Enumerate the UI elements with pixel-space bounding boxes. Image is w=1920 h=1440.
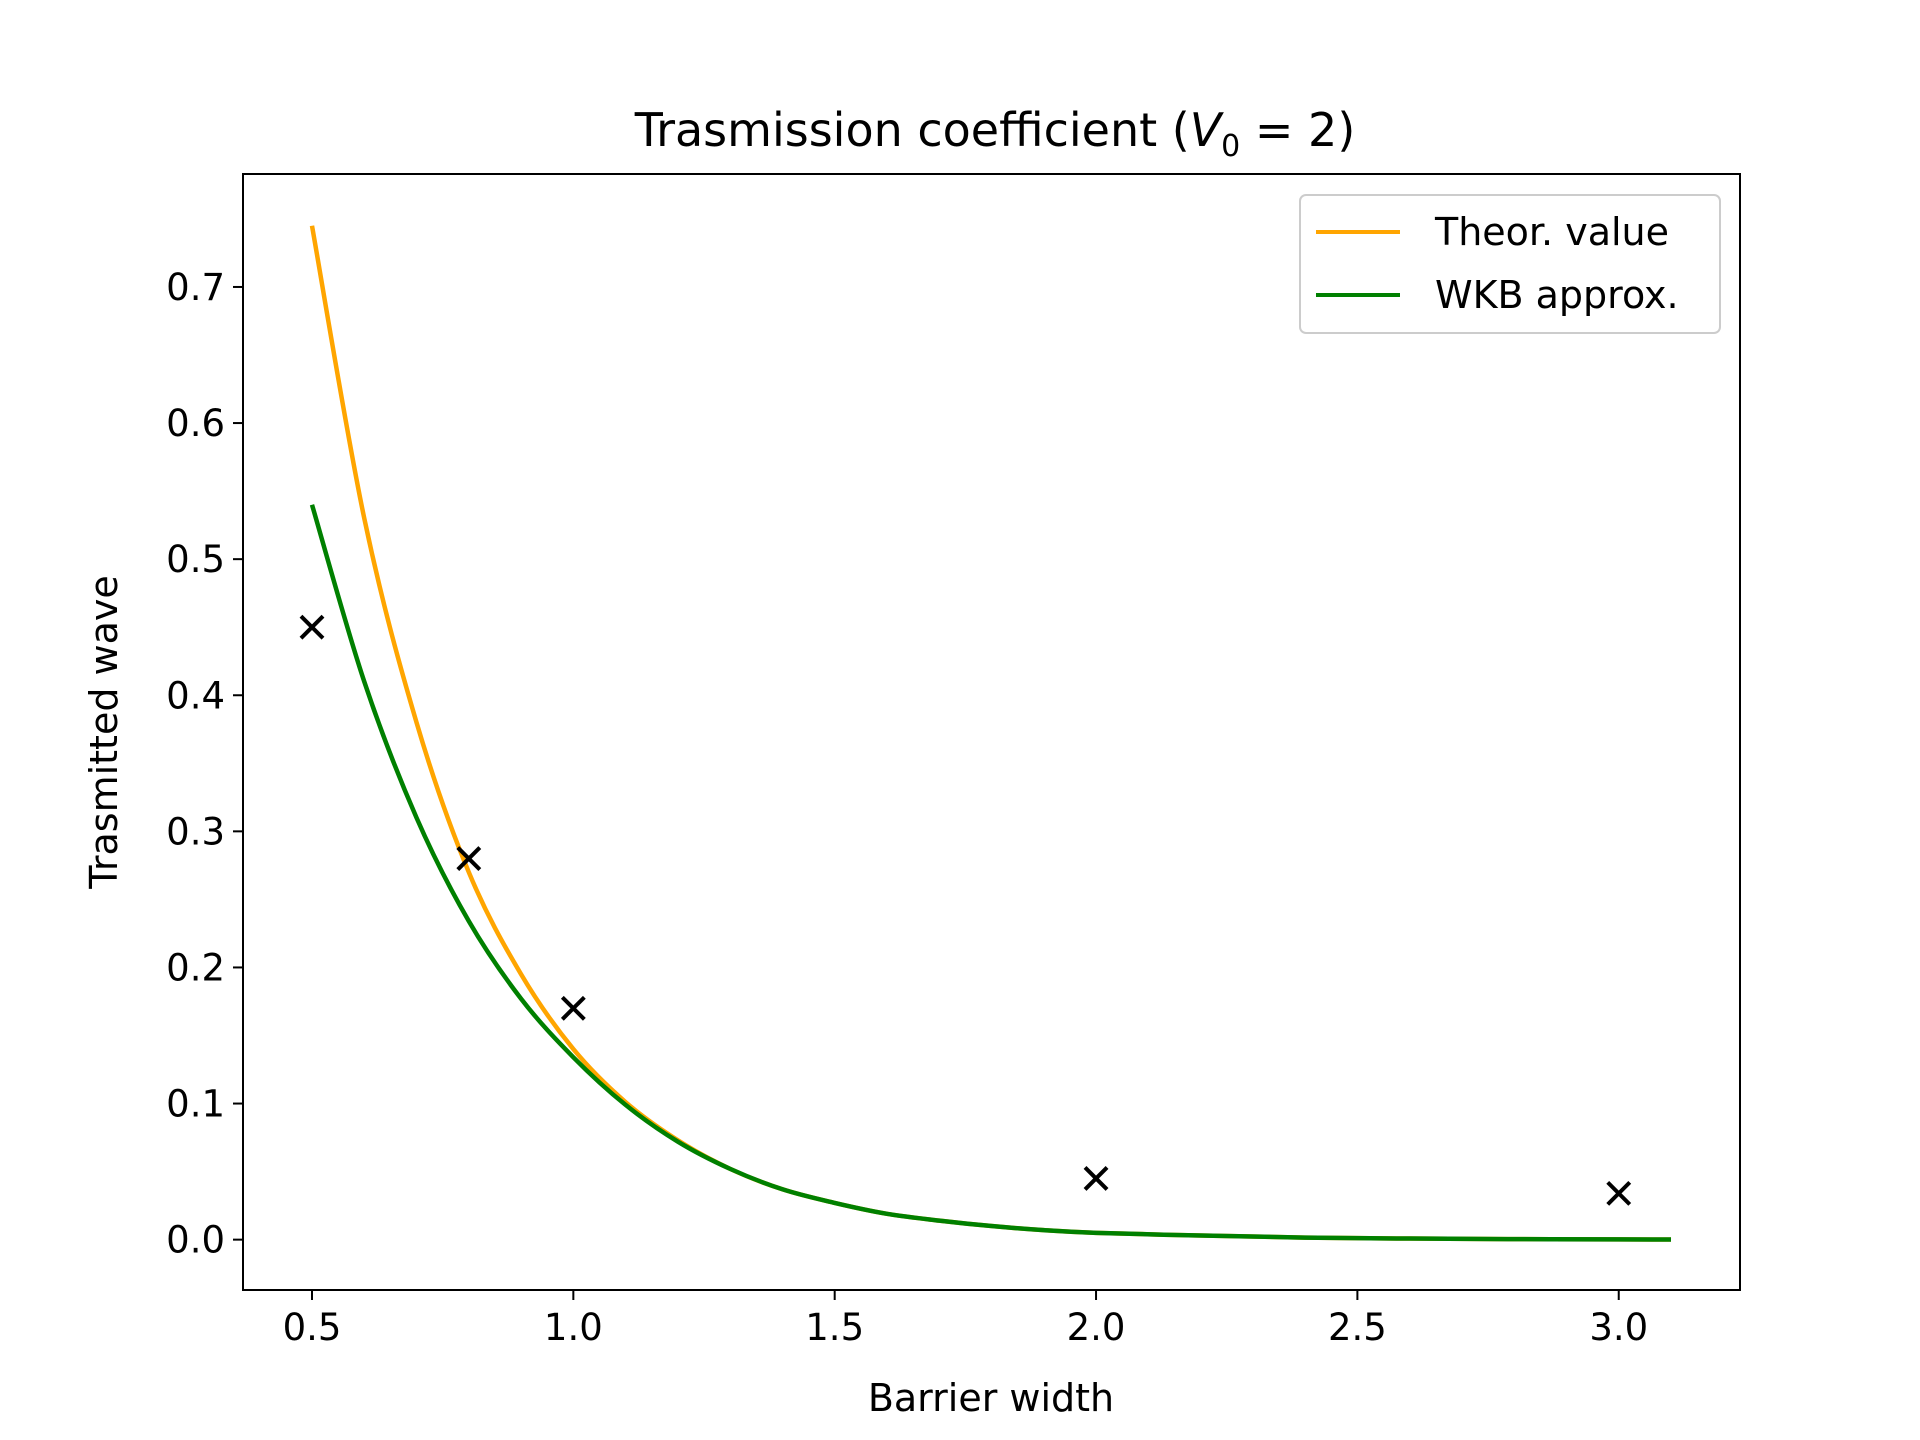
chart-title: Trasmission coefficient (V0 = 2)	[634, 103, 1356, 164]
y-tick-label: 0.5	[166, 538, 225, 581]
data-point-x-marker	[560, 995, 586, 1021]
y-axis: 0.0 0.1 0.2 0.3 0.4 0.5 0.6 0.7	[166, 266, 243, 1262]
x-axis: 0.5 1.0 1.5 2.0 2.5 3.0	[283, 1290, 1648, 1349]
y-tick-label: 0.0	[166, 1219, 225, 1262]
legend-label-theor: Theor. value	[1434, 210, 1669, 254]
y-tick-label: 0.3	[166, 810, 225, 853]
y-tick-label: 0.6	[166, 402, 225, 445]
y-tick-label: 0.1	[166, 1083, 225, 1126]
legend-label-wkb: WKB approx.	[1435, 273, 1679, 317]
legend-box	[1299, 194, 1721, 334]
data-point-x-marker	[456, 846, 482, 871]
marker-stroke	[1606, 1180, 1632, 1206]
x-tick-label: 2.5	[1328, 1306, 1387, 1349]
data-point-x-marker	[299, 614, 325, 640]
y-tick-label: 0.7	[166, 266, 225, 309]
x-axis-label: Barrier width	[868, 1376, 1114, 1420]
x-tick-label: 1.5	[805, 1306, 864, 1349]
x-tick-label: 1.0	[544, 1306, 603, 1349]
marker-stroke	[560, 995, 586, 1021]
y-axis-label: Trasmitted wave	[82, 575, 126, 890]
series-line-1	[309, 504, 1672, 1242]
plot-area	[242, 173, 1741, 1291]
y-tick-label: 0.2	[166, 946, 225, 989]
data-point-x-marker	[1083, 1165, 1109, 1191]
x-tick-label: 2.0	[1067, 1306, 1126, 1349]
x-tick-label: 0.5	[283, 1306, 342, 1349]
legend: Theor. value WKB approx.	[1299, 194, 1721, 334]
marker-stroke	[1083, 1165, 1109, 1191]
data-point-x-marker	[1606, 1180, 1632, 1206]
y-tick-label: 0.4	[166, 674, 225, 717]
marker-stroke	[456, 846, 482, 871]
x-tick-label: 3.0	[1589, 1306, 1648, 1349]
marker-stroke	[299, 614, 325, 640]
series-layer	[299, 225, 1672, 1242]
